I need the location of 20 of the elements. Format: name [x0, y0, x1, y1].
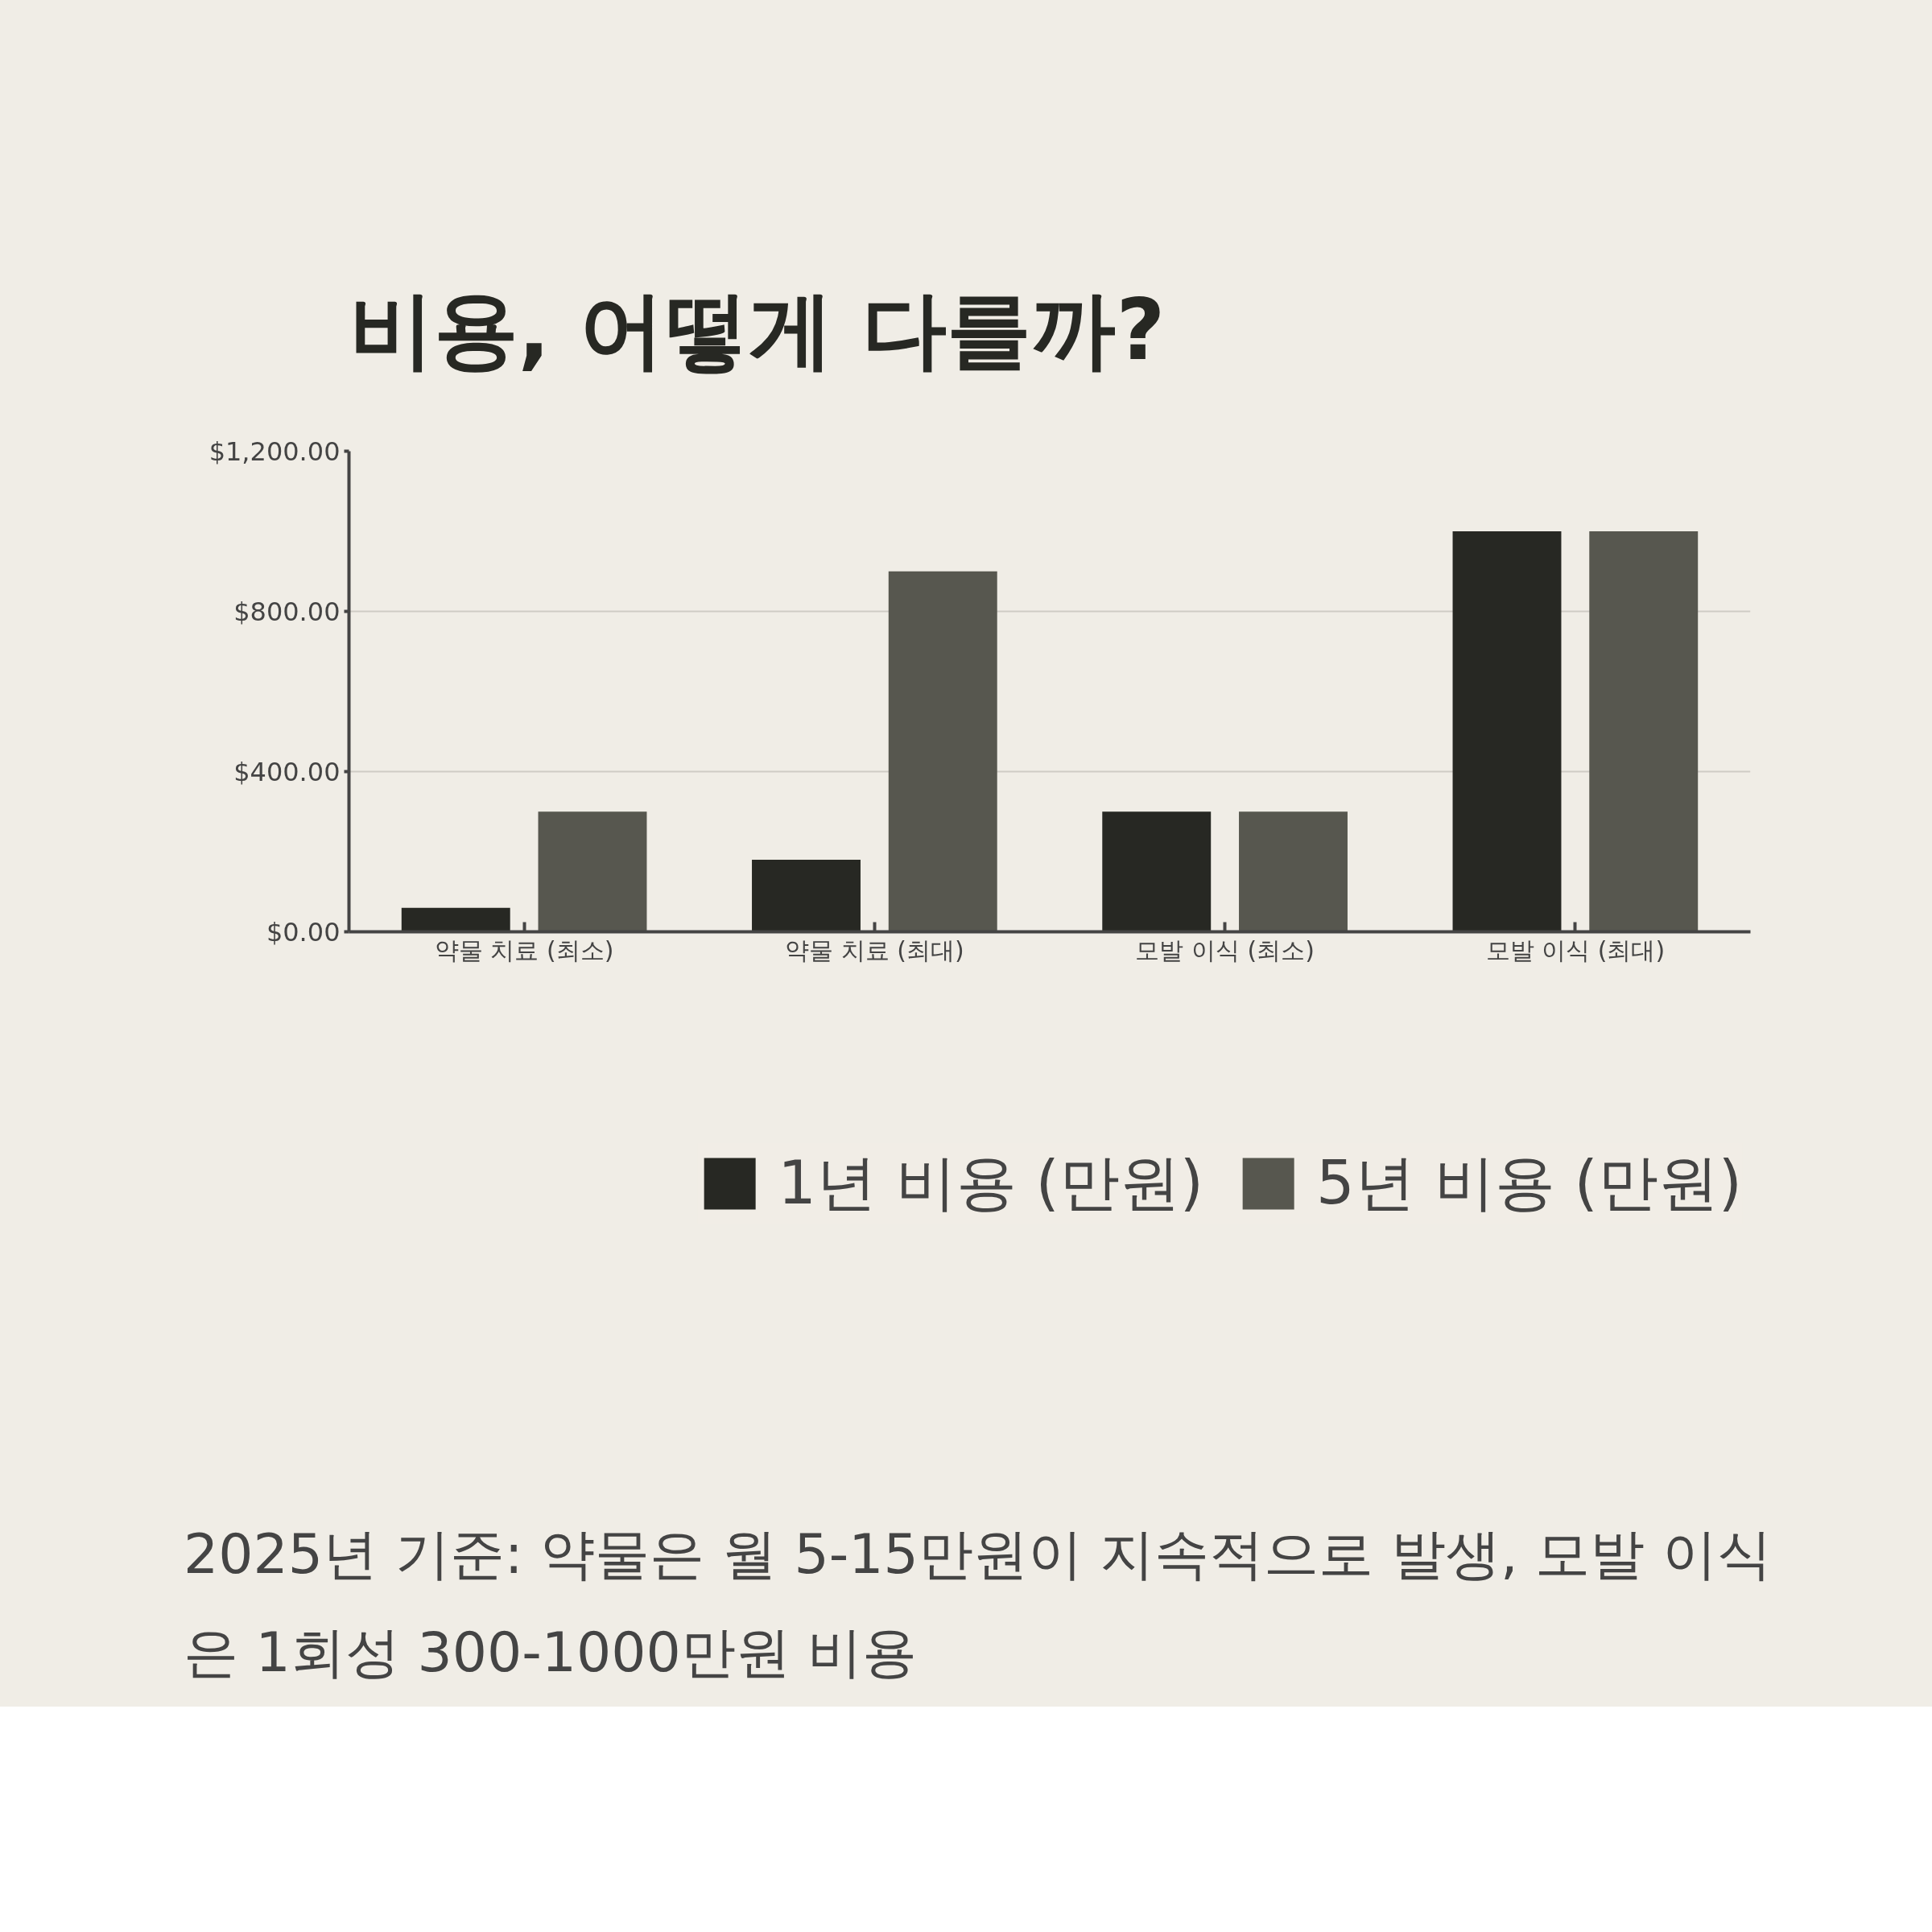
bar [1452, 531, 1562, 932]
text: 2025년 기준: 약물은 월 5-15만원이 지속적으로 발생, 모발 이식은 1회성 300-1000만원 비용 [184, 1521, 1773, 1686]
bar [538, 811, 647, 932]
x-tick-label: 모발 이식 (최대) [1485, 935, 1666, 964]
bar [1589, 531, 1699, 932]
y-tick-label: $400.00 [233, 756, 341, 787]
x-tick-label: 약물 치료 (최대) [785, 935, 964, 964]
bar [752, 859, 861, 932]
y-tick-label: $800.00 [233, 596, 341, 627]
bar [1239, 811, 1348, 932]
bar [888, 571, 997, 932]
y-tick-label: $1,200.00 [208, 436, 341, 467]
bar [401, 907, 510, 932]
chart-title: 비용, 어떻게 다를까? [349, 280, 1166, 379]
legend-label: 5년 비용 (만원) [1316, 1146, 1742, 1220]
legend-label: 1년 비용 (만원) [778, 1146, 1204, 1220]
y-tick-label: $0.00 [266, 916, 341, 947]
x-tick-label: 모발 이식 (최소) [1135, 935, 1315, 964]
x-tick-label: 약물 치료 (최소) [434, 935, 614, 964]
bar [1102, 811, 1212, 932]
